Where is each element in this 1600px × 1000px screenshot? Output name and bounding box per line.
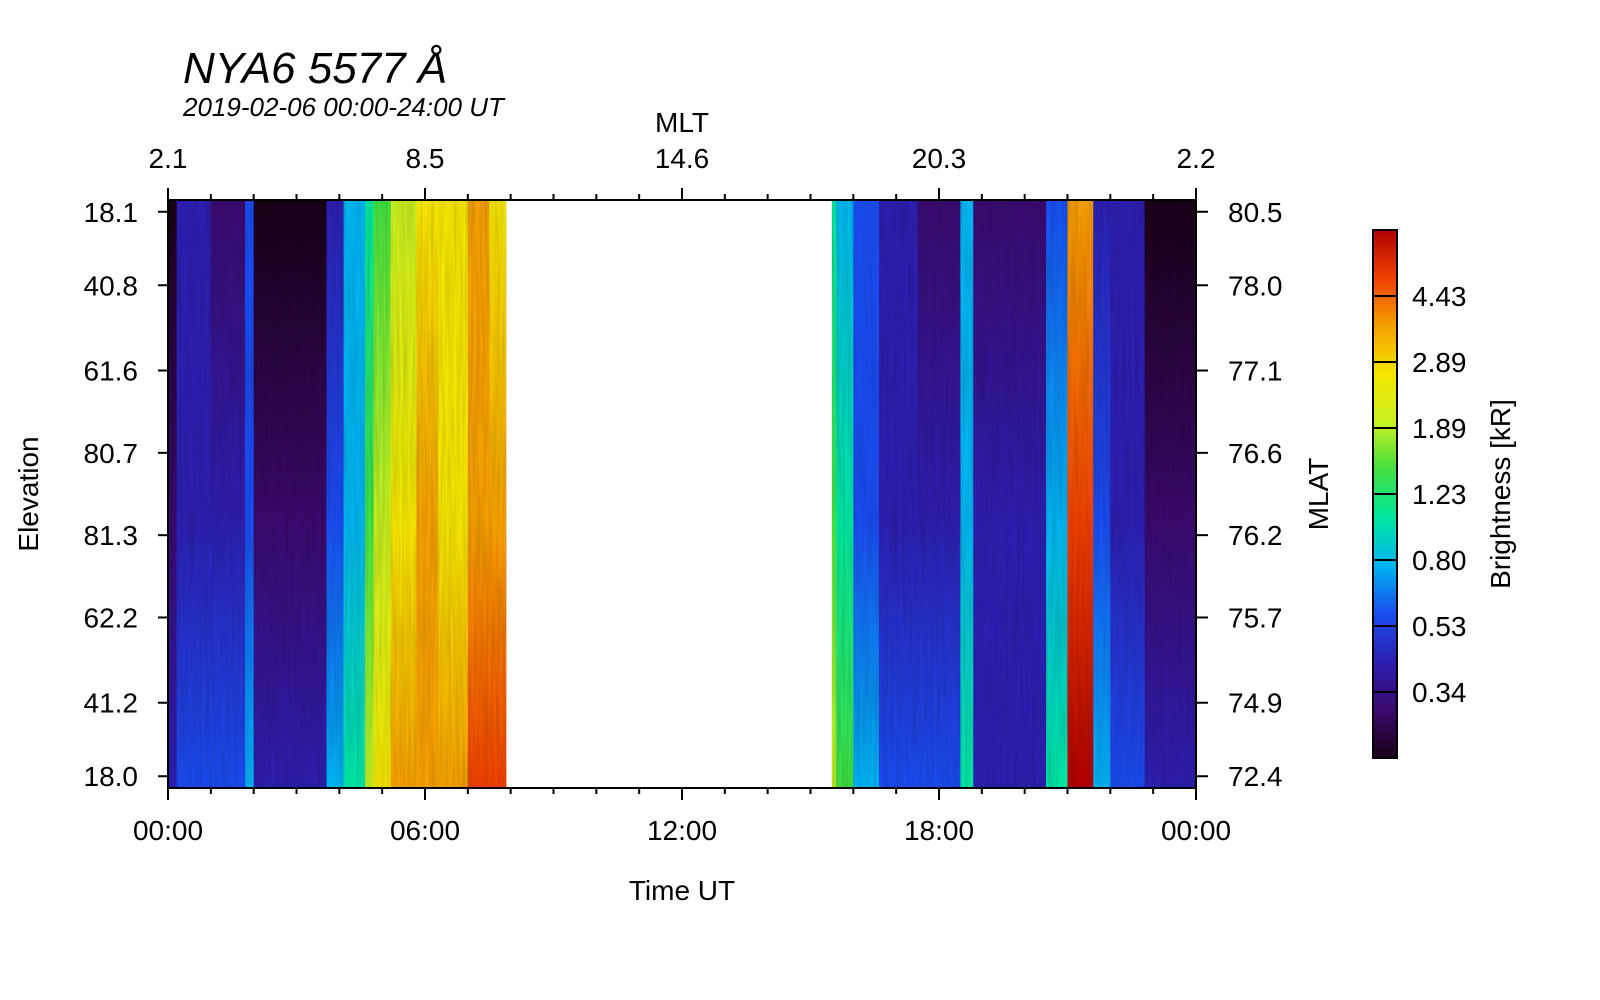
right-tick-label: 77.1 [1228, 356, 1283, 387]
y-tick-label: 18.0 [84, 761, 139, 792]
colorbar-tick-label: 0.34 [1412, 677, 1467, 708]
y-tick-label: 61.6 [84, 356, 139, 387]
colorbar-tick-label: 2.89 [1412, 347, 1467, 378]
x-tick-label: 00:00 [1161, 815, 1231, 846]
colorbar-ticks: 4.43 2.89 1.89 1.23 0.80 0.53 0.34 [1373, 281, 1467, 708]
right-tick-label: 78.0 [1228, 270, 1283, 301]
top-tick-label: 20.3 [912, 143, 967, 174]
chart-subtitle: 2019-02-06 00:00-24:00 UT [183, 92, 504, 122]
top-tick-label: 2.2 [1177, 143, 1216, 174]
top-axis-label: MLT [655, 107, 709, 138]
right-tick-label: 76.2 [1228, 520, 1283, 551]
x-tick-label: 06:00 [390, 815, 460, 846]
top-tick-label: 14.6 [655, 143, 710, 174]
y-tick-label: 81.3 [84, 520, 139, 551]
axes: 00:00 2.1 06:00 8.5 12:00 14.6 18:00 20.3 00:00 2… [84, 143, 1283, 846]
x-axis-label: Time UT [629, 875, 735, 906]
data-gap [506, 201, 832, 787]
y-tick-label: 41.2 [84, 688, 139, 719]
colorbar: 4.43 2.89 1.89 1.23 0.80 0.53 0.34 Brightness … [1372, 229, 1516, 759]
right-tick-label: 75.7 [1228, 602, 1283, 633]
y-tick-label: 40.8 [84, 270, 139, 301]
colorbar-tick-label: 0.53 [1412, 611, 1467, 642]
colorbar-tick-label: 1.23 [1412, 479, 1467, 510]
right-axis-label: MLAT [1303, 458, 1334, 531]
right-tick-label: 72.4 [1228, 761, 1283, 792]
plot-area [167, 199, 1197, 789]
top-tick-label: 2.1 [149, 143, 188, 174]
colorbar-label: Brightness [kR] [1485, 399, 1516, 589]
y-tick-label: 80.7 [84, 438, 139, 469]
x-tick-label: 18:00 [904, 815, 974, 846]
y-tick-label: 62.2 [84, 602, 139, 633]
y-axis-label: Elevation [13, 436, 44, 551]
chart-title: NYA6 5577 Å [183, 44, 448, 93]
right-tick-label: 80.5 [1228, 197, 1283, 228]
colorbar-tick-label: 0.80 [1412, 545, 1467, 576]
right-tick-label: 74.9 [1228, 688, 1283, 719]
x-tick-label: 00:00 [133, 815, 203, 846]
colorbar-tick-label: 4.43 [1412, 281, 1467, 312]
colorbar-tick-label: 1.89 [1412, 413, 1467, 444]
top-tick-label: 8.5 [406, 143, 445, 174]
x-tick-label: 12:00 [647, 815, 717, 846]
right-tick-label: 76.6 [1228, 438, 1283, 469]
y-tick-label: 18.1 [84, 197, 139, 228]
